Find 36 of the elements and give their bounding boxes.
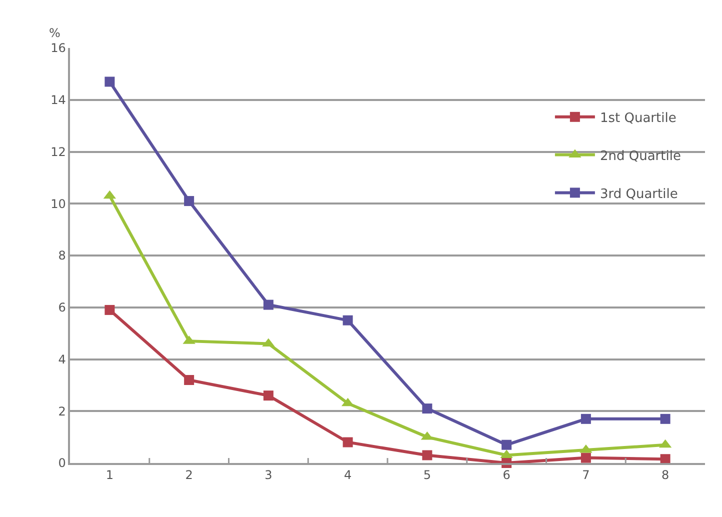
point xyxy=(422,404,432,414)
y-axis-title: % xyxy=(49,26,60,40)
point xyxy=(580,452,591,463)
y-tick-label: 6 xyxy=(58,300,66,315)
x-tick-label: 5 xyxy=(423,468,432,482)
y-tick-label: 10 xyxy=(50,196,66,211)
point xyxy=(580,414,591,424)
y-tick-label: 0 xyxy=(58,456,66,470)
y-tick-label: 4 xyxy=(58,352,66,366)
y-tick-label: 14 xyxy=(50,93,66,108)
y-tick-label: 2 xyxy=(58,404,66,418)
y-tick-label: 8 xyxy=(58,248,66,263)
x-tick-label: 4 xyxy=(344,468,352,482)
x-tick-label: 2 xyxy=(185,468,193,482)
point xyxy=(502,440,512,450)
x-tick-label: 6 xyxy=(502,468,510,482)
x-tick-label: 3 xyxy=(264,468,272,482)
legend-label: 2nd Quartile xyxy=(600,148,681,164)
point xyxy=(263,390,274,401)
point xyxy=(660,454,670,464)
point xyxy=(660,414,670,424)
legend-label: 1st Quartile xyxy=(600,110,676,126)
point xyxy=(263,300,274,310)
x-tick-label: 8 xyxy=(661,468,670,482)
point xyxy=(104,304,115,315)
point xyxy=(342,315,353,326)
y-tick-label: 12 xyxy=(50,144,66,159)
legend-label: 3rd Quartile xyxy=(600,186,678,202)
x-tick-label: 1 xyxy=(106,468,114,482)
point xyxy=(104,76,115,87)
point xyxy=(342,437,353,448)
point xyxy=(422,450,432,460)
point xyxy=(184,375,194,385)
point xyxy=(184,196,194,206)
y-tick-label: 16 xyxy=(50,41,66,56)
x-tick-label: 7 xyxy=(582,468,590,482)
